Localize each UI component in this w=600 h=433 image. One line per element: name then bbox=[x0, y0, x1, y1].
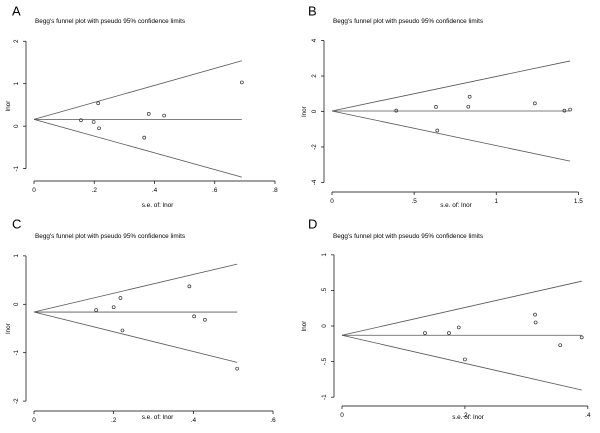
study-point bbox=[239, 80, 244, 85]
study-point bbox=[435, 128, 440, 133]
y-tick-label: 4 bbox=[311, 38, 318, 42]
study-point bbox=[91, 120, 96, 124]
study-point bbox=[568, 107, 572, 112]
study-point bbox=[558, 343, 563, 348]
y-axis-label: lnor bbox=[5, 100, 12, 112]
y-tick-label: -1 bbox=[13, 165, 20, 171]
study-point bbox=[533, 320, 538, 325]
x-axis-label: s.e. of: lnor bbox=[142, 414, 174, 421]
x-tick-label: .2 bbox=[111, 417, 117, 424]
study-point bbox=[394, 108, 399, 113]
y-tick-label: 1 bbox=[13, 81, 20, 85]
x-tick-label: .6 bbox=[212, 187, 218, 194]
x-tick-label: .8 bbox=[272, 187, 278, 194]
study-point bbox=[146, 112, 151, 116]
x-tick-label: 1 bbox=[494, 198, 498, 205]
panel-letter: B bbox=[308, 3, 317, 18]
study-point bbox=[142, 135, 147, 140]
x-tick-label: 1.5 bbox=[574, 198, 583, 205]
upper-confidence-limit bbox=[33, 263, 238, 313]
study-point bbox=[203, 317, 207, 322]
study-point bbox=[579, 335, 584, 340]
study-point bbox=[94, 308, 98, 312]
x-axis-label: s.e. of: lnor bbox=[142, 202, 174, 209]
study-point bbox=[118, 296, 123, 300]
study-point bbox=[97, 126, 101, 131]
study-point bbox=[467, 94, 472, 99]
upper-confidence-limit bbox=[33, 60, 242, 120]
study-point bbox=[447, 331, 451, 335]
lower-confidence-limit bbox=[33, 118, 242, 178]
plot-title: Begg's funnel plot with pseudo 95% confi… bbox=[333, 233, 483, 240]
study-point bbox=[562, 108, 567, 113]
study-point bbox=[533, 312, 537, 317]
x-tick-label: .4 bbox=[191, 417, 197, 424]
y-tick-label: 0 bbox=[13, 124, 20, 128]
y-axis-label: lnor bbox=[5, 322, 12, 334]
x-tick-label: 0 bbox=[340, 412, 344, 419]
study-point bbox=[434, 105, 438, 109]
lower-confidence-limit bbox=[341, 334, 582, 391]
x-tick-label: .4 bbox=[585, 412, 591, 419]
study-point bbox=[463, 357, 467, 362]
y-tick-label: 2 bbox=[311, 74, 318, 78]
lower-confidence-limit bbox=[33, 311, 238, 363]
study-point bbox=[456, 325, 461, 330]
y-tick-label: 1 bbox=[13, 254, 20, 258]
x-tick-label: .6 bbox=[270, 417, 276, 424]
x-tick-label: .2 bbox=[462, 412, 468, 419]
study-point bbox=[120, 328, 125, 333]
y-tick-label: .5 bbox=[321, 287, 328, 293]
study-point bbox=[235, 366, 240, 371]
y-axis-label: lnor bbox=[301, 105, 308, 117]
y-tick-label: -1 bbox=[13, 349, 20, 355]
panel-letter: D bbox=[308, 216, 317, 231]
upper-confidence-limit bbox=[341, 280, 582, 336]
study-point bbox=[111, 305, 116, 310]
x-tick-label: .5 bbox=[411, 198, 417, 205]
x-tick-label: .4 bbox=[152, 187, 158, 194]
y-tick-label: 1 bbox=[321, 253, 328, 257]
study-point bbox=[79, 118, 83, 123]
y-tick-label: -2 bbox=[13, 398, 20, 404]
study-point bbox=[187, 284, 192, 289]
x-axis-label: s.e. of: lnor bbox=[452, 414, 484, 421]
panel-letter: A bbox=[12, 3, 21, 18]
y-tick-label: 0 bbox=[311, 109, 318, 113]
x-tick-label: 0 bbox=[330, 198, 334, 205]
x-tick-label: .2 bbox=[92, 187, 98, 194]
y-tick-label: -4 bbox=[311, 179, 318, 185]
plot-title: Begg's funnel plot with pseudo 95% confi… bbox=[333, 18, 483, 25]
panel-letter: C bbox=[12, 216, 21, 231]
y-tick-label: 2 bbox=[13, 39, 20, 43]
y-tick-label: 0 bbox=[321, 324, 328, 328]
x-tick-label: 0 bbox=[32, 417, 36, 424]
x-tick-label: 0 bbox=[32, 187, 36, 194]
y-tick-label: -2 bbox=[311, 144, 318, 150]
study-point bbox=[532, 101, 537, 106]
study-point bbox=[96, 101, 101, 106]
lower-confidence-limit bbox=[331, 110, 571, 162]
study-point bbox=[162, 113, 166, 118]
x-axis-label: s.e. of: lnor bbox=[440, 202, 472, 209]
plot-title: Begg's funnel plot with pseudo 95% confi… bbox=[35, 18, 185, 25]
y-tick-label: -1 bbox=[321, 394, 328, 400]
study-point bbox=[466, 104, 471, 109]
y-axis-label: lnor bbox=[301, 320, 308, 332]
y-tick-label: -.5 bbox=[321, 357, 328, 365]
plot-title: Begg's funnel plot with pseudo 95% confi… bbox=[35, 233, 185, 240]
study-point bbox=[192, 314, 197, 319]
y-tick-label: 0 bbox=[13, 302, 20, 306]
upper-confidence-limit bbox=[331, 60, 571, 112]
study-point bbox=[423, 331, 427, 335]
